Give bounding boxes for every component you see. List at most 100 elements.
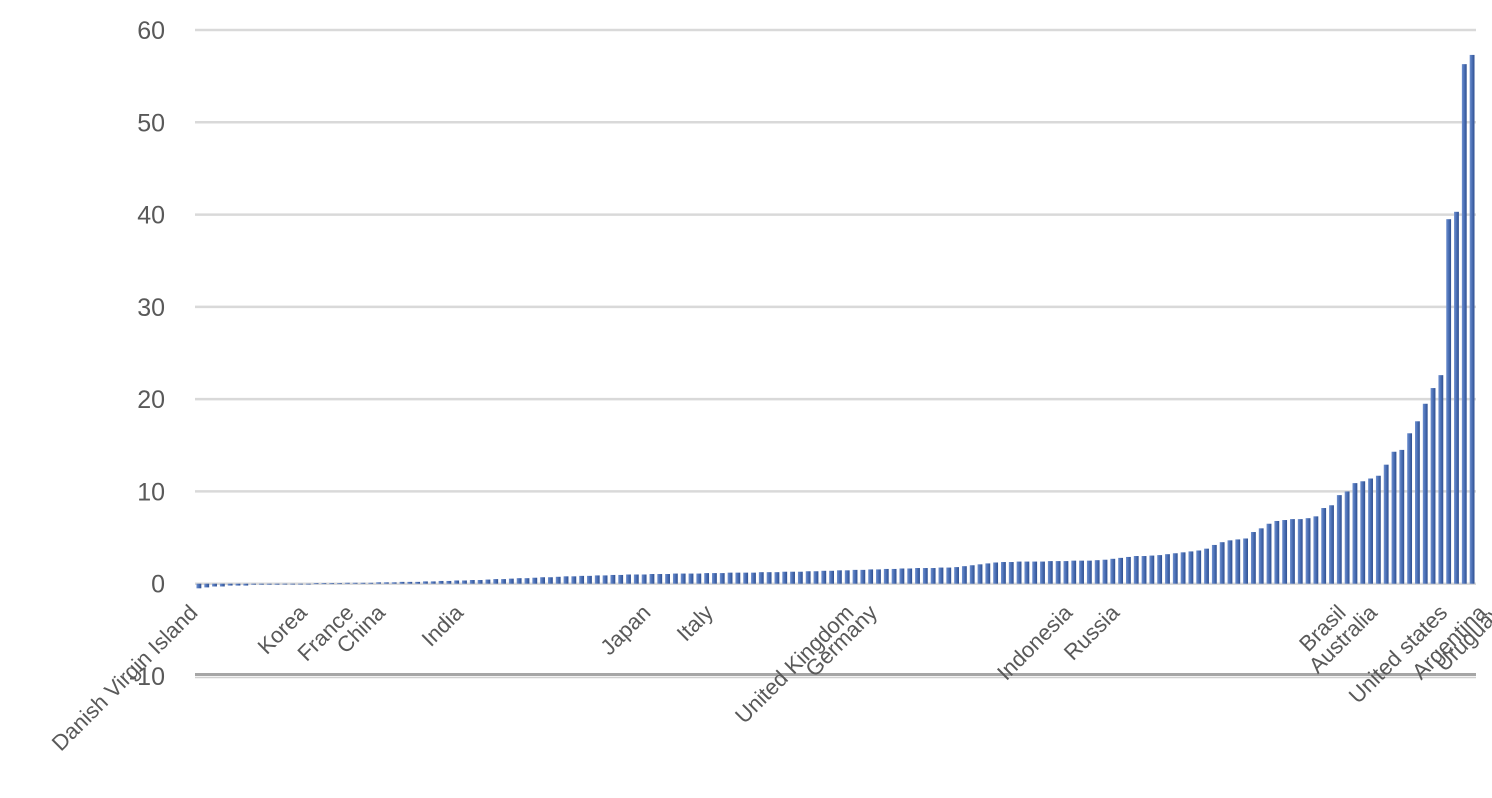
bar (1016, 561, 1022, 584)
bar (735, 572, 741, 584)
bar (352, 582, 358, 584)
bar (305, 583, 311, 585)
bar (1375, 475, 1381, 584)
bar (876, 569, 881, 584)
y-tick-label: 20 (137, 386, 165, 414)
bar (485, 579, 491, 584)
x-tick-label: India (417, 599, 469, 651)
bar (423, 581, 428, 584)
bar (633, 574, 639, 584)
bar (1079, 560, 1084, 584)
bar (977, 564, 983, 584)
bar (313, 583, 319, 585)
bar (1102, 559, 1108, 584)
bar (985, 563, 991, 584)
bar (852, 569, 858, 584)
bar (1352, 483, 1358, 584)
y-tick-label: 30 (137, 294, 165, 322)
bar (805, 571, 811, 584)
bar (727, 572, 733, 584)
bar (1063, 561, 1069, 584)
bar (1360, 481, 1366, 584)
bar (1469, 54, 1475, 584)
bar (672, 573, 678, 584)
bar (797, 571, 803, 584)
bar (1141, 556, 1147, 584)
bar (790, 571, 795, 584)
bar (1204, 548, 1209, 584)
bar (243, 583, 249, 586)
bar (1211, 544, 1217, 584)
bar (321, 583, 327, 585)
bar (954, 567, 959, 584)
bar (891, 568, 897, 584)
bar (337, 583, 342, 585)
bar (1243, 538, 1248, 584)
bar (1422, 403, 1428, 584)
bar (774, 572, 780, 584)
bar (1032, 561, 1038, 584)
bar (1047, 561, 1053, 584)
bar (665, 574, 670, 584)
bar (782, 571, 788, 584)
bar (1055, 561, 1061, 584)
bar (907, 568, 913, 584)
bar (883, 568, 889, 584)
bar (1430, 388, 1436, 584)
bar (829, 570, 835, 584)
bar (516, 578, 522, 584)
bar (704, 573, 710, 584)
bar (649, 574, 655, 584)
bar (469, 580, 475, 584)
bar (1071, 560, 1077, 584)
y-tick-label: 60 (137, 17, 165, 45)
bar (1040, 561, 1045, 584)
bar (1305, 518, 1311, 584)
bar (251, 583, 256, 585)
bar (508, 578, 514, 584)
bar (1165, 554, 1170, 584)
bar (555, 576, 561, 584)
bar (860, 569, 866, 584)
bar (922, 568, 928, 584)
bar (1344, 491, 1350, 584)
bar (383, 582, 389, 584)
bar (758, 572, 764, 584)
x-tick-label: Italy (672, 600, 718, 646)
bar (946, 567, 952, 584)
bar (1274, 520, 1280, 584)
bar (204, 583, 210, 588)
bar (868, 569, 874, 584)
bar (227, 583, 233, 586)
bar (1094, 560, 1100, 584)
bars (196, 54, 1475, 589)
bar (594, 575, 600, 584)
bar (235, 583, 241, 586)
bar (298, 583, 303, 585)
bar (610, 574, 616, 584)
bar (1180, 552, 1186, 584)
bar (1446, 219, 1452, 584)
bar (376, 582, 381, 584)
bar (282, 583, 288, 585)
bar (579, 575, 585, 584)
bar (430, 581, 436, 584)
bar (524, 578, 530, 584)
bar (743, 572, 749, 584)
bar (712, 573, 717, 584)
bar (344, 582, 350, 584)
bar (1313, 516, 1319, 584)
bar (821, 570, 827, 584)
bar (766, 572, 772, 584)
bar (626, 574, 631, 584)
bar (1461, 64, 1467, 584)
bar (751, 572, 756, 584)
bar (1329, 505, 1334, 584)
bar (915, 568, 920, 584)
bar (993, 562, 999, 584)
bar (680, 573, 686, 584)
bar (1391, 451, 1397, 584)
bar (1368, 478, 1373, 584)
